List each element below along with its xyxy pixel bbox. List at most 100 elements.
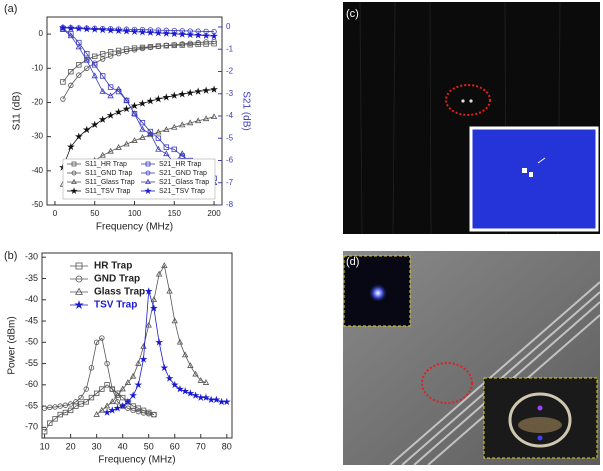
marker: [145, 178, 151, 185]
marker: [147, 131, 154, 138]
marker: [154, 28, 163, 37]
marker: [131, 47, 138, 53]
spot: [369, 284, 387, 302]
marker: [135, 405, 142, 411]
x-tick-label: 10: [40, 441, 50, 451]
marker: [98, 406, 106, 413]
marker: [107, 92, 114, 99]
marker: [212, 395, 221, 404]
spot: [529, 172, 533, 177]
marker: [202, 115, 210, 122]
marker: [129, 372, 137, 379]
marker: [62, 402, 69, 408]
legend-label: S11_GND Trap: [85, 170, 132, 177]
marker: [163, 144, 170, 150]
marker: [181, 387, 190, 395]
y-tick-label: -40: [31, 166, 43, 175]
marker: [98, 115, 107, 123]
marker: [194, 87, 203, 95]
marker: [150, 296, 158, 303]
marker: [179, 121, 186, 128]
x-tick-label: 20: [66, 441, 76, 451]
spot: [469, 99, 473, 103]
marker: [115, 143, 122, 150]
marker: [70, 187, 78, 195]
marker: [107, 84, 114, 90]
plot-frame: [41, 252, 233, 439]
marker: [170, 29, 179, 38]
marker: [59, 23, 67, 31]
marker: [122, 27, 131, 35]
marker: [154, 94, 163, 103]
y-tick-label: -40: [25, 294, 38, 304]
marker: [155, 145, 162, 152]
marker: [165, 374, 174, 382]
y-tick-label: 0: [39, 29, 44, 38]
marker: [115, 47, 122, 54]
marker: [74, 300, 84, 309]
series-line: [96, 264, 207, 415]
series-line: [62, 89, 215, 168]
y-tick-label: -45: [25, 315, 38, 325]
x-tick-label: 100: [128, 209, 142, 218]
marker: [147, 130, 154, 137]
spot: [537, 405, 543, 411]
marker: [60, 79, 66, 85]
marker: [125, 405, 131, 411]
marker: [106, 26, 115, 34]
marker: [109, 398, 116, 405]
panel-label: (a): [4, 3, 17, 15]
legend-label: S21_HR Trap: [159, 161, 202, 168]
marker: [99, 56, 106, 62]
marker: [107, 53, 114, 59]
x-tick-label: 200: [207, 209, 221, 218]
marker: [47, 404, 53, 411]
y2-tick-label: -3: [226, 89, 234, 98]
marker: [41, 428, 48, 435]
marker: [91, 72, 98, 79]
marker: [107, 49, 114, 55]
marker: [99, 73, 106, 79]
marker: [155, 128, 162, 135]
marker: [171, 317, 178, 324]
marker: [155, 270, 163, 277]
marker: [123, 96, 130, 103]
marker: [83, 399, 89, 405]
marker: [147, 44, 154, 51]
marker: [171, 123, 178, 130]
marker: [210, 113, 218, 120]
y2-tick-label: -2: [226, 67, 234, 76]
y-tick-label: -20: [31, 98, 43, 107]
marker: [186, 30, 195, 39]
marker: [176, 338, 184, 345]
marker: [106, 111, 115, 119]
x-tick-label: 80: [222, 441, 232, 451]
marker: [195, 41, 201, 48]
marker: [57, 403, 63, 409]
marker: [162, 29, 171, 37]
marker: [139, 45, 146, 52]
marker: [71, 170, 77, 176]
marker: [176, 384, 184, 393]
marker: [179, 150, 186, 157]
y-axis-label: S11 (dB): [12, 92, 23, 131]
marker: [211, 40, 217, 47]
marker: [178, 30, 187, 38]
marker: [195, 39, 201, 46]
marker: [93, 339, 100, 346]
legend-label: S11_TSV Trap: [85, 188, 131, 195]
marker: [155, 135, 162, 141]
y2-tick-label: 0: [226, 22, 231, 31]
x-tick-label: 150: [168, 209, 182, 218]
marker: [62, 409, 69, 416]
y2-tick-label: -4: [226, 111, 234, 120]
marker: [103, 408, 111, 416]
marker: [144, 187, 152, 195]
marker: [99, 335, 105, 341]
marker: [163, 150, 170, 157]
marker: [104, 360, 110, 367]
x-tick-label: 50: [144, 441, 154, 451]
mark-line: [537, 157, 546, 164]
marker: [163, 126, 170, 133]
y2-tick-label: -1: [226, 44, 234, 53]
